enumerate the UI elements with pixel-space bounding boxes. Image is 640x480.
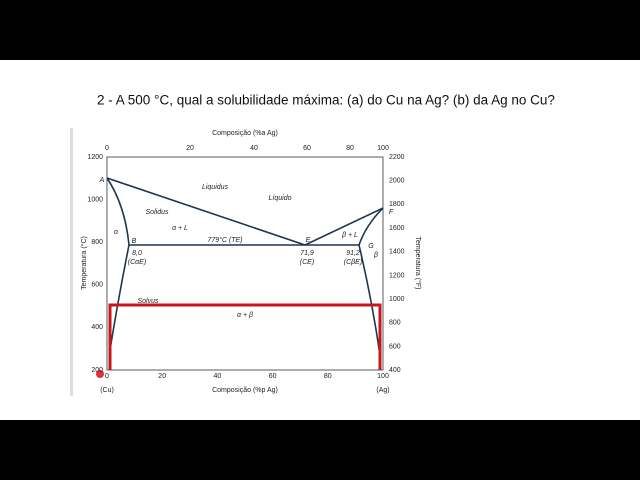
tick-label: 800 — [91, 239, 103, 246]
tick-label: 80 — [346, 145, 354, 152]
axis-end: (Cu) — [100, 387, 114, 394]
region-label: Liquidus — [202, 184, 229, 191]
axis-end: (Ag) — [376, 387, 389, 394]
tick-label: 1000 — [389, 296, 405, 303]
region-label: β — [373, 252, 378, 259]
tick-label: 2200 — [389, 154, 405, 161]
tick-label: 1600 — [389, 225, 405, 232]
region-label: 8,0 — [132, 250, 142, 257]
tick-label: 600 — [389, 343, 401, 350]
tick-label: 1800 — [389, 201, 405, 208]
axis-title: Temperatura (°F) — [414, 237, 422, 290]
tick-label: 1400 — [389, 249, 405, 256]
region-label: Solvus — [137, 298, 159, 305]
question: 2 - A 500 °C, qual a solubilidade máxima… — [97, 93, 555, 108]
tick-label: 20 — [186, 145, 194, 152]
tick-label: 100 — [377, 373, 389, 380]
red-tie-lines — [108, 303, 382, 370]
plot-box — [106, 156, 384, 371]
axis-title: Temperatura (°C) — [80, 236, 88, 290]
tick-label: 20 — [158, 373, 166, 380]
region-label: α + β — [237, 312, 253, 319]
tick-label: 40 — [214, 373, 222, 380]
region-label: β + L — [341, 232, 358, 239]
edge — [70, 128, 73, 396]
region-label: 71,9 — [300, 250, 314, 257]
tick-label: 1000 — [87, 196, 103, 203]
tick-label: 80 — [324, 373, 332, 380]
tick-label: 400 — [389, 367, 401, 374]
tick-label: 0 — [105, 373, 109, 380]
tick-label: 60 — [303, 145, 311, 152]
beta-boundary — [358, 207, 384, 356]
region-label: α + L — [172, 225, 188, 232]
axis-title: Composição (%p Ag) — [212, 387, 278, 394]
region-label: 779°C (TE) — [207, 236, 242, 244]
tick-label: 1200 — [87, 154, 103, 161]
phase-diagram — [96, 156, 384, 378]
solidus-solvus — [106, 177, 130, 351]
region-label: (CβE) — [344, 259, 362, 266]
region-label: A — [99, 177, 105, 184]
tick-label: 40 — [250, 145, 258, 152]
tick-label: 2000 — [389, 178, 405, 185]
region-label: (CαE) — [128, 259, 146, 266]
region-label: Líquido — [269, 195, 292, 202]
tick-label: 60 — [269, 373, 277, 380]
tick-label: 100 — [377, 145, 389, 152]
region-label: α — [114, 229, 119, 236]
region-label: F — [389, 209, 394, 216]
axis-title: Composição (%a Ag) — [212, 130, 278, 137]
region-label: E — [306, 237, 311, 244]
region-label: G — [368, 243, 374, 250]
region-label: B — [132, 238, 137, 245]
red-dot — [96, 370, 104, 378]
tick-label: 600 — [91, 282, 103, 289]
region-label: (CE) — [300, 259, 314, 266]
tick-label: 800 — [389, 320, 401, 327]
tick-label: 0 — [105, 145, 109, 152]
tick-label: 400 — [91, 324, 103, 331]
region-label: 91,2 — [346, 250, 360, 257]
tick-label: 1200 — [389, 272, 405, 279]
tick-label: 200 — [91, 367, 103, 374]
region-label: Solidus — [146, 209, 169, 216]
